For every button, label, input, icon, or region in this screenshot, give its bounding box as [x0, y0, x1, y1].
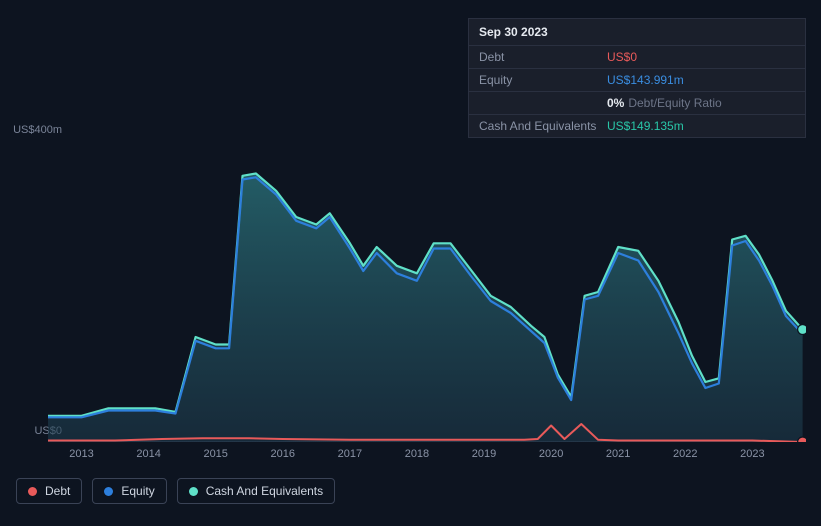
- tooltip-label: Cash And Equivalents: [479, 119, 607, 133]
- tooltip-row-equity: Equity US$143.991m: [469, 69, 805, 92]
- legend-item-cash[interactable]: Cash And Equivalents: [177, 478, 335, 504]
- tooltip-ratio-text: Debt/Equity Ratio: [628, 96, 721, 110]
- tooltip-label: Equity: [479, 73, 607, 87]
- legend-dot-cash: [189, 487, 198, 496]
- tooltip-value-debt: US$0: [607, 50, 637, 64]
- tooltip-row-ratio: 0% Debt/Equity Ratio: [469, 92, 805, 115]
- legend-label: Cash And Equivalents: [206, 484, 323, 498]
- chart-plot[interactable]: [48, 142, 806, 442]
- tooltip-label-empty: [479, 96, 607, 110]
- x-tick: 2014: [136, 448, 160, 460]
- x-tick: 2020: [539, 448, 563, 460]
- legend-label: Equity: [121, 484, 154, 498]
- legend-dot-equity: [104, 487, 113, 496]
- legend-dot-debt: [28, 487, 37, 496]
- tooltip-value-equity: US$143.991m: [607, 73, 684, 87]
- legend-item-debt[interactable]: Debt: [16, 478, 82, 504]
- x-tick: 2023: [740, 448, 764, 460]
- x-tick: 2016: [271, 448, 295, 460]
- x-tick: 2013: [69, 448, 93, 460]
- x-tick: 2019: [472, 448, 496, 460]
- x-tick: 2021: [606, 448, 630, 460]
- chart-svg: [48, 142, 806, 442]
- chart-area[interactable]: US$400m US$0 201320142015201620172018201…: [16, 120, 806, 466]
- chart-tooltip: Sep 30 2023 Debt US$0 Equity US$143.991m…: [468, 18, 806, 138]
- tooltip-ratio-pct: 0%: [607, 96, 624, 110]
- y-axis-label-max: US$400m: [6, 124, 62, 136]
- x-tick: 2015: [203, 448, 227, 460]
- tooltip-row-cash: Cash And Equivalents US$149.135m: [469, 115, 805, 137]
- x-tick: 2022: [673, 448, 697, 460]
- legend: Debt Equity Cash And Equivalents: [16, 478, 335, 504]
- tooltip-ratio: 0% Debt/Equity Ratio: [607, 96, 722, 110]
- x-tick: 2018: [405, 448, 429, 460]
- x-tick: 2017: [338, 448, 362, 460]
- tooltip-row-debt: Debt US$0: [469, 46, 805, 69]
- tooltip-value-cash: US$149.135m: [607, 119, 684, 133]
- tooltip-date: Sep 30 2023: [469, 19, 805, 46]
- legend-label: Debt: [45, 484, 70, 498]
- legend-item-equity[interactable]: Equity: [92, 478, 166, 504]
- tooltip-label: Debt: [479, 50, 607, 64]
- x-axis: 2013 2014 2015 2016 2017 2018 2019 2020 2021 2022…: [48, 446, 806, 466]
